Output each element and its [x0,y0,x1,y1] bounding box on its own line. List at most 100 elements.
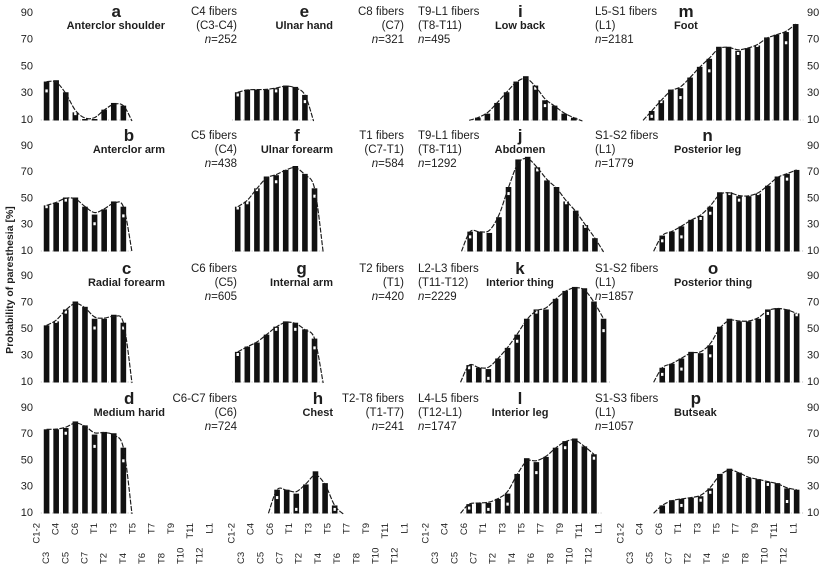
x-tick-label: T10 [176,548,187,564]
x-tick-label: T10 [565,548,576,564]
panel-region-name: Abdomen [495,144,546,156]
x-tick-label: C4 [246,523,257,535]
x-tick-label: T11 [769,523,780,539]
y-tick-label-right: 50 [807,323,819,335]
x-tick-label: C6 [70,523,81,535]
x-tick-label: C1-2 [421,523,432,544]
bar [793,489,800,514]
panel-sample-size: n=1857 [595,291,634,303]
bar [514,334,520,383]
bar [467,231,473,252]
bar [292,86,299,121]
marker-dot [122,459,125,463]
bar [43,81,50,121]
panel-fibers: T2 fibers [359,263,404,275]
fit-curve [642,23,797,121]
bar [591,454,597,514]
bar [293,493,300,514]
panel-segments: (C6) [215,407,238,419]
marker-dot [650,114,653,118]
x-tick-label: T4 [507,553,518,564]
x-tick-label: T3 [497,523,508,534]
marker-dot [54,319,58,323]
panel-region-name: Ulnar forearm [261,144,333,156]
bar [784,309,790,383]
marker-dot [680,503,683,507]
sample-symbol: n [372,34,378,46]
panel-fibers: C8 fibers [358,6,404,18]
bar [514,473,520,514]
panel-sample-size: n=605 [205,291,237,303]
bar [523,458,530,514]
bar [484,113,491,121]
x-tick-label: T12 [779,548,790,564]
marker-dot [468,235,472,239]
y-tick-label-left: 30 [21,87,33,99]
sample-symbol: n [595,158,601,170]
bar [292,322,299,383]
y-axes: 90 90 70 70 50 50 30 30 10 10 90 90 70 70 50 50 30 30 10 10… [21,7,820,519]
y-tick-label-right: 90 [807,140,819,152]
bar [678,226,685,252]
panel-segments: (L1) [595,20,616,32]
sample-count: 605 [218,291,237,303]
panel-segments: (C7) [382,20,405,32]
panel-sample-size: n=241 [372,421,404,433]
marker-dot [602,329,605,333]
marker-dot [699,498,702,502]
bar [254,89,260,121]
sample-symbol: n [205,34,211,46]
x-tick-label: T8 [351,553,362,564]
y-tick-label-left: 70 [21,296,33,308]
y-tick-label-left: 50 [21,192,33,204]
bar [263,176,270,252]
panel-fibers: T9-L1 fibers [418,6,480,18]
x-tick-label: T8 [156,553,167,564]
panel-letter: g [296,259,306,278]
x-tick-label: T7 [536,523,547,534]
bar [475,367,482,383]
panel-segments: (L1) [595,144,616,156]
y-tick-label-left: 50 [21,60,33,72]
x-tick-label: L1 [204,523,215,534]
panel-fibers: S1-S2 fibers [595,130,659,142]
panel-segments: (T11-T12) [418,277,468,289]
bar [755,193,762,252]
bar [485,369,492,383]
x-tick-label: T12 [390,548,401,564]
fit-curve [237,167,324,253]
x-tick-label: T8 [545,553,556,564]
marker-dot [275,496,279,500]
panel-region-name: Anterclor arm [93,144,165,156]
marker-dot [757,192,760,196]
marker-dot [93,326,96,330]
x-tick-label: C7 [664,552,675,564]
bar [764,37,770,121]
panel-region-name: Anterclor shoulder [67,20,166,32]
panel-segments: (C4) [215,144,238,156]
sample-count: 724 [218,421,238,433]
bar [561,113,567,121]
fit-curve [468,77,583,122]
bar [495,498,501,514]
marker-dot [313,194,316,198]
bar [312,471,319,514]
x-tick-label: C7 [275,552,286,564]
x-tick-label: T5 [323,523,334,534]
x-tick-label: T4 [313,553,324,564]
panel-fibers: L5-S1 fibers [595,6,657,18]
marker-dot [661,372,664,376]
bar [282,321,289,383]
bar [120,322,127,383]
bar [774,176,781,252]
bar [53,202,59,252]
bar [43,429,50,514]
marker-dot [236,353,239,356]
panel-region-name: Chest [302,407,333,419]
bar [62,309,69,383]
